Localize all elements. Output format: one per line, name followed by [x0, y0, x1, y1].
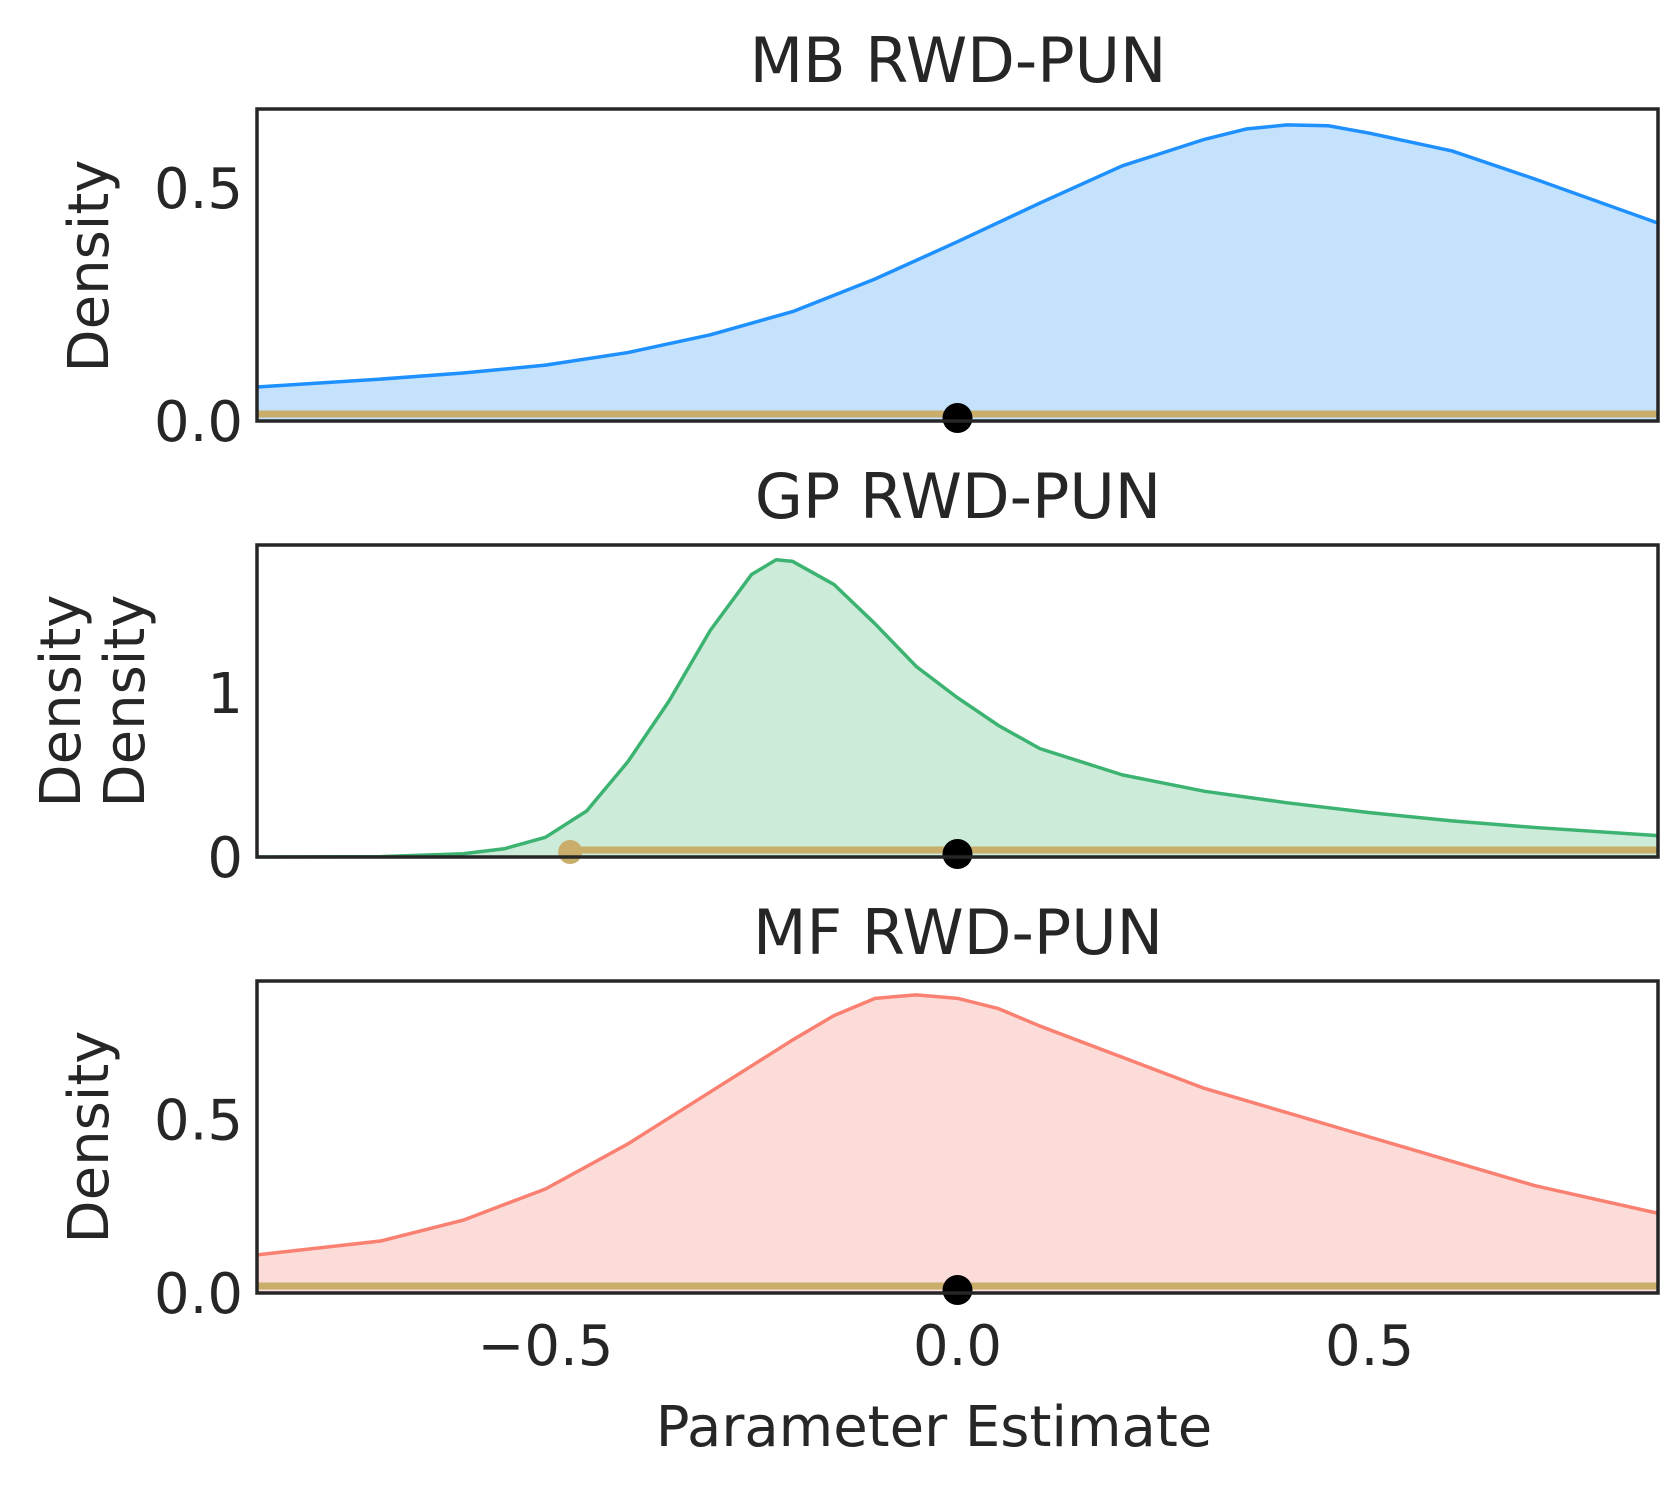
density-area: [257, 559, 1658, 857]
x-tick-label: 0.5: [1325, 1314, 1414, 1379]
density-area: [257, 124, 1658, 422]
axes-frame: [255, 107, 1660, 423]
interval-end-point: [558, 840, 583, 864]
axes-frame: [255, 543, 1660, 859]
x-tick-label: −0.5: [477, 1314, 613, 1379]
x-axis-label: Parameter Estimate: [656, 1395, 1213, 1460]
x-tick-label: 0.0: [913, 1314, 1002, 1379]
y-tick-label: 1: [207, 662, 243, 727]
panel-title: MB RWD-PUN: [750, 24, 1167, 97]
panel-title: MF RWD-PUN: [753, 896, 1163, 969]
y-axis-label: Density: [57, 160, 122, 373]
plot-area: [256, 123, 1659, 433]
plot-area: [256, 558, 1659, 869]
plot-area: [256, 993, 1659, 1305]
density-area: [257, 994, 1658, 1293]
y-tick-labels: 0.0 0.5: [154, 157, 243, 455]
axes-frame: [255, 979, 1660, 1295]
panel-title: GP RWD-PUN: [755, 460, 1161, 533]
y-axis-label: DensityDensity: [29, 595, 158, 808]
panel-gp: GP RWD-PUN 01 DensityDensity: [29, 460, 1660, 891]
panel-mf: MF RWD-PUN 0.0 0.5 −0.5 0.0 0.5 Density Par…: [57, 896, 1660, 1460]
y-axis-label: Density: [57, 1031, 122, 1244]
y-tick-labels: 0.0 0.5: [154, 1089, 243, 1327]
density-line: [256, 993, 1659, 1257]
panel-mb: MB RWD-PUN 0.0 0.5 Density: [57, 24, 1660, 455]
density-line: [256, 558, 1659, 859]
x-tick-labels: −0.5 0.0 0.5: [477, 1314, 1414, 1379]
y-tick-labels: 01: [207, 662, 243, 891]
estimate-point: [942, 403, 973, 433]
y-tick-label: 0.0: [154, 1262, 243, 1327]
estimate-point: [942, 1275, 973, 1305]
density-line: [256, 123, 1659, 389]
y-tick-label: 0.5: [154, 1089, 243, 1154]
estimate-point: [942, 839, 973, 869]
y-tick-label: 0.0: [154, 390, 243, 455]
y-tick-label: 0.5: [154, 157, 243, 222]
y-tick-label: 0: [207, 826, 243, 891]
